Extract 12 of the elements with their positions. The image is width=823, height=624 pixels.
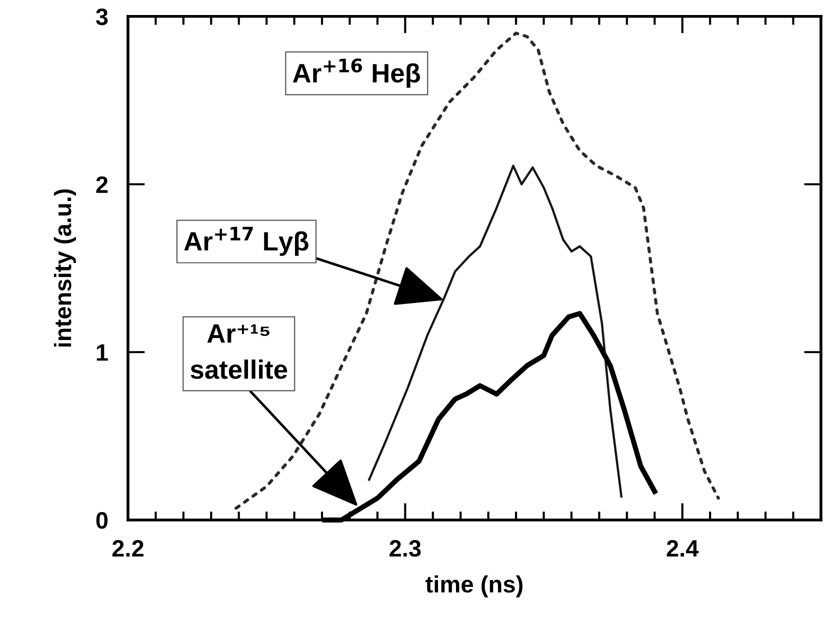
y-tick-label: 1: [96, 344, 108, 361]
annotation: Ar⁺¹⁵ satellite: [190, 324, 288, 379]
y-tick-label: 3: [96, 8, 108, 26]
y-tick-label: 0: [96, 512, 108, 529]
y-axis-title: intensity (a.u.): [54, 189, 76, 347]
x-axis-title: time (ns): [426, 575, 522, 598]
x-tick-label: 2.2: [112, 540, 144, 557]
x-tick-label: 2.3: [390, 540, 421, 557]
x-tick-label: 2.4: [666, 540, 699, 557]
annotation: Ar$^{+17}$ Lyβ: [184, 226, 308, 256]
y-tick-label: 2: [96, 176, 108, 193]
annotation: Ar$^{+16}$ Heβ: [292, 58, 420, 88]
